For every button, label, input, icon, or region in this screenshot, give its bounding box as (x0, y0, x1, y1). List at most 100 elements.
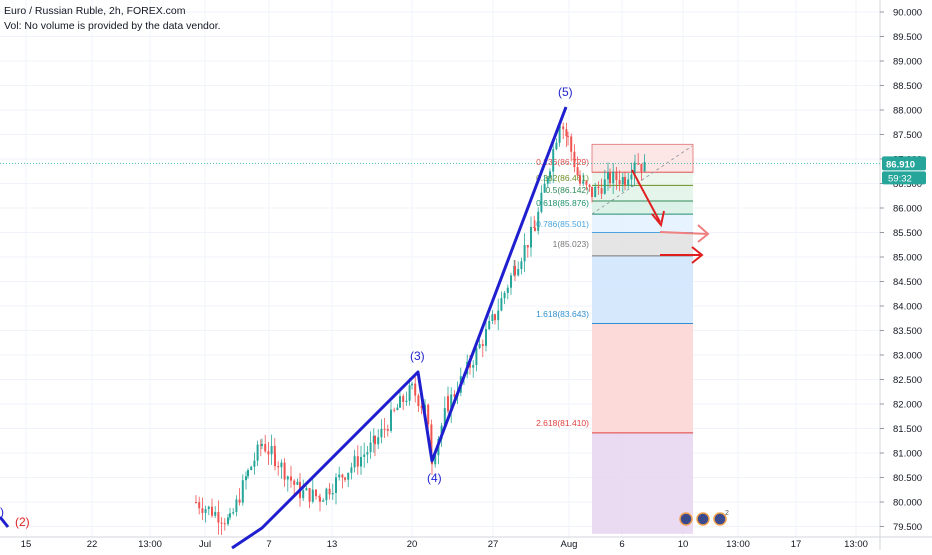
candle-body (256, 444, 259, 461)
candle-body (630, 174, 633, 180)
price-tick-label: 81.500 (893, 424, 922, 435)
candle-body (618, 180, 621, 185)
price-tick-label: 87.500 (893, 130, 922, 141)
candle-body (497, 310, 500, 321)
wave-label-4: (4) (427, 471, 442, 485)
candle-body (582, 181, 585, 184)
candle-body (481, 344, 484, 346)
price-tick-label: 84.000 (893, 302, 922, 313)
candle-body (380, 428, 383, 438)
candle-body (356, 456, 359, 467)
price-tick-label: 83.000 (893, 351, 922, 362)
candle-body (344, 477, 346, 480)
candle-body (331, 492, 334, 495)
volume-note: Vol: No volume is provided by the data v… (4, 20, 221, 32)
legend: Euro / Russian Ruble, 2h, FOREX.com Vol:… (4, 4, 221, 34)
candle-body (603, 179, 606, 194)
candle-body (261, 444, 263, 446)
candle-body (201, 508, 204, 513)
candle-body (335, 477, 337, 493)
candle-body (360, 456, 362, 467)
candle-body (494, 314, 496, 321)
fib-zone (592, 255, 693, 324)
candle-body (533, 226, 536, 228)
candle-body (347, 472, 350, 480)
candle-body (588, 184, 591, 187)
price-tick-label: 85.000 (893, 253, 922, 264)
candle-body (543, 183, 546, 193)
fib-top-box (591, 143, 694, 173)
candle-body (325, 488, 328, 501)
candle-body (308, 488, 311, 502)
candle-body (293, 480, 296, 485)
price-tick-label: 90.000 (893, 8, 922, 19)
candle-body (238, 499, 241, 503)
price-tick-label: 82.000 (893, 400, 922, 411)
wave-label-3: (3) (410, 349, 425, 363)
candle-body (405, 400, 408, 402)
time-tick-label: 6 (619, 539, 624, 550)
candle-body (612, 171, 615, 184)
event-marker-icon[interactable] (696, 512, 710, 526)
candle-body (491, 314, 494, 321)
candle-body (414, 383, 417, 396)
candle-body (472, 364, 475, 368)
candle-body (609, 172, 611, 184)
time-tick-label: 27 (488, 539, 499, 550)
candle-body (552, 149, 555, 172)
fib-level-label: 0.786(85.501) (536, 219, 589, 229)
fib-level-label: 0.382(86.461) (536, 173, 589, 183)
wave-label-2: (2) (15, 515, 30, 529)
price-tick-label: 88.000 (893, 106, 922, 117)
candle-body (305, 488, 308, 491)
price-tick-label: 88.500 (893, 81, 922, 92)
chart-title: Euro / Russian Ruble, 2h, FOREX.com (4, 5, 186, 17)
candle-body (363, 454, 366, 457)
candle-body (443, 408, 446, 426)
candle-body (302, 490, 305, 499)
candle-body (624, 177, 626, 186)
fib-zone (592, 232, 693, 256)
candle-body (253, 460, 256, 467)
candle-body (383, 428, 386, 430)
candle-body (198, 502, 201, 509)
candle-body (328, 488, 331, 495)
candle-body (235, 499, 238, 513)
candle-body (450, 394, 453, 412)
price-tick-label: 86.000 (893, 204, 922, 215)
time-tick-label: 10 (678, 539, 689, 550)
candle-body (546, 177, 549, 184)
candle-body (634, 163, 636, 165)
candle-body (576, 167, 579, 176)
candle-body (540, 192, 543, 212)
candle-body (369, 442, 372, 453)
candle-body (555, 142, 558, 150)
fib-zone (592, 214, 693, 233)
candle-body (280, 462, 283, 468)
price-tick-label: 79.500 (893, 522, 922, 533)
candle-body (290, 476, 292, 481)
candle-body (247, 469, 249, 477)
candle-body (517, 269, 520, 276)
fib-zone (592, 144, 693, 173)
time-tick-label: 15 (21, 539, 32, 550)
candle-body (534, 227, 536, 231)
candle-body (447, 396, 449, 412)
candle-body (526, 245, 529, 248)
candle-body (567, 136, 569, 138)
event-marker-icon[interactable] (679, 512, 693, 526)
current-price-text: 86.910 (886, 159, 915, 170)
candle-body (537, 211, 540, 231)
arrow-down-line (631, 169, 661, 223)
candle-body (565, 129, 568, 137)
wave-label-5: (5) (558, 85, 573, 99)
candle-body (637, 163, 640, 165)
candle-body (318, 496, 321, 498)
event-marker-icon[interactable] (713, 512, 727, 526)
price-tick-label: 81.000 (893, 449, 922, 460)
candle-body (597, 186, 600, 189)
elliott-wave-line (231, 106, 568, 550)
event-count-badge: 2 (725, 510, 729, 517)
